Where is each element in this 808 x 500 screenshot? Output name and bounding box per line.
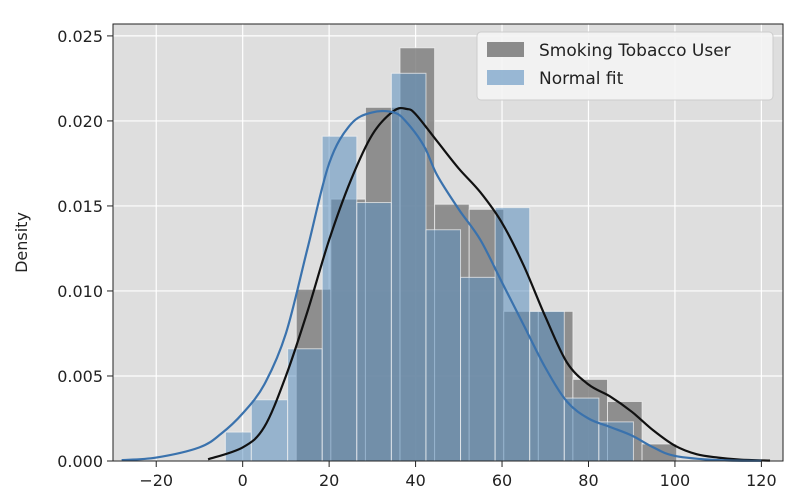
y-tick-label: 0.010 — [57, 282, 103, 301]
legend-swatch-normal-fit — [487, 70, 524, 85]
hist-bar-normal-fit — [390, 72, 427, 462]
kde-curve-smoking-tobacco-user — [207, 106, 771, 462]
histogram-bars — [224, 47, 678, 462]
hist-bar-smoking-tobacco-user — [641, 443, 678, 462]
hist-bar-normal-fit — [250, 399, 289, 462]
legend: Smoking Tobacco User Normal fit — [476, 31, 774, 101]
density-curves — [121, 106, 771, 462]
x-tick-label: 80 — [578, 471, 598, 490]
hist-bar-normal-fit — [563, 397, 600, 462]
y-axis: 0.000 0.005 0.010 0.015 0.020 0.025 — [57, 27, 113, 471]
legend-box — [476, 31, 774, 101]
hist-bar-normal-fit — [425, 229, 462, 462]
hist-bar-normal-fit — [598, 421, 634, 462]
x-tick-label: 60 — [492, 471, 512, 490]
legend-label-normal-fit: Normal fit — [539, 69, 624, 89]
x-tick-label: 120 — [746, 471, 777, 490]
legend-swatch-smoking-tobacco-user — [487, 42, 524, 57]
legend-label-smoking-tobacco-user: Smoking Tobacco User — [539, 41, 731, 61]
x-tick-label: 20 — [319, 471, 339, 490]
kde-curve-normal-fit — [121, 109, 762, 462]
hist-bar-normal-fit — [287, 348, 323, 462]
x-tick-label: −20 — [139, 471, 173, 490]
y-tick-label: 0.000 — [57, 452, 103, 471]
hist-bar-normal-fit — [494, 207, 531, 462]
hist-bar-normal-fit — [529, 310, 565, 462]
x-tick-label: 0 — [238, 471, 248, 490]
y-tick-label: 0.005 — [57, 367, 103, 386]
y-tick-label: 0.025 — [57, 27, 103, 46]
hist-bar-normal-fit — [460, 276, 496, 462]
y-tick-label: 0.020 — [57, 112, 103, 131]
y-tick-label: 0.015 — [57, 197, 103, 216]
hist-bar-normal-fit — [224, 431, 252, 462]
x-axis: −20 0 20 40 60 80 100 120 — [139, 461, 777, 490]
x-tick-label: 40 — [405, 471, 425, 490]
x-tick-label: 100 — [660, 471, 691, 490]
y-axis-label: Density — [12, 212, 31, 273]
hist-bar-normal-fit — [356, 202, 392, 462]
hist-bar-normal-fit — [321, 135, 358, 462]
plot-frame — [112, 23, 784, 462]
